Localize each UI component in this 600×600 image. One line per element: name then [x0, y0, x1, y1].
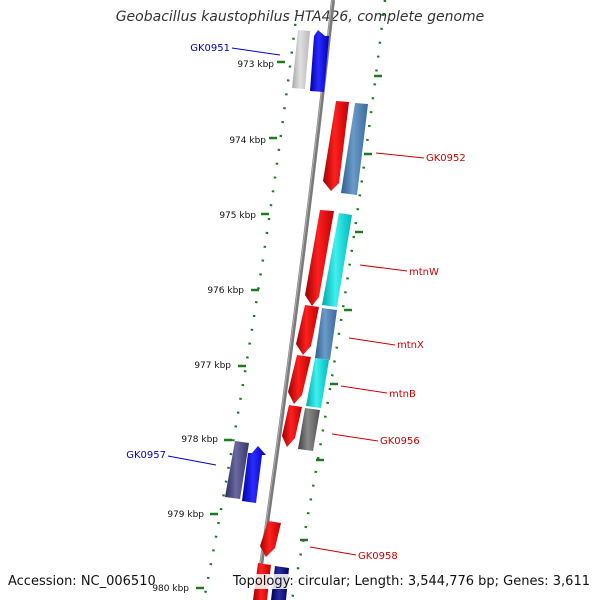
gene-arrow-gk0957-companion[interactable] [225, 441, 249, 499]
ruler-label: 978 kbp [181, 435, 218, 445]
gene-arrow-gk0952[interactable] [341, 103, 368, 195]
gene-arrow-mtnb-companion[interactable] [288, 355, 311, 404]
gene-arrow-gk0951[interactable] [310, 30, 329, 92]
gene-label-gk0958[interactable]: GK0958 [358, 551, 398, 562]
ruler-label: 977 kbp [194, 361, 231, 371]
ruler-label: 980 kbp [152, 584, 189, 594]
gene-arrow-gk0952-companion[interactable] [323, 101, 349, 191]
gene-arrow-gk0951-companion[interactable] [292, 30, 310, 89]
leader-mtnw [359, 264, 408, 272]
ruler-label: 976 kbp [207, 286, 244, 296]
leader-gk0957 [167, 455, 217, 466]
gene-leaders [167, 47, 425, 556]
gene-arrow-mtnb[interactable] [306, 358, 329, 408]
ruler-label: 979 kbp [167, 510, 204, 520]
gene-label-gk0957[interactable]: GK0957 [126, 450, 166, 461]
gene-features [225, 30, 368, 600]
gene-label-gk0956[interactable]: GK0956 [380, 436, 420, 447]
gene-arrow-gk0956[interactable] [298, 408, 320, 451]
accession-text: Accession: NC_006510 [8, 574, 156, 589]
gene-arrow-mtnx-companion[interactable] [296, 305, 319, 355]
genome-summary-text: Topology: circular; Length: 3,544,776 bp… [230, 574, 592, 589]
ruler-label: 975 kbp [219, 211, 256, 221]
ruler-labels: 973 kbp 974 kbp 975 kbp 976 kbp 977 kbp … [152, 60, 274, 594]
outer-ruler-arc [290, 0, 387, 600]
leader-gk0952 [375, 152, 425, 159]
map-title: Geobacillus kaustophilus HTA426, complet… [115, 9, 485, 25]
leader-mtnb [340, 385, 388, 394]
ruler-label: 974 kbp [229, 136, 266, 146]
leader-mtnx [348, 337, 396, 346]
gene-labels: GK0951 GK0952 mtnW mtnX mtnB GK0956 GK09… [126, 43, 466, 562]
gene-label-mtnw[interactable]: mtnW [409, 267, 439, 278]
gene-label-gk0951[interactable]: GK0951 [190, 43, 230, 54]
gene-label-mtnb[interactable]: mtnB [389, 389, 416, 400]
gene-arrow-gk0956-companion[interactable] [282, 405, 302, 447]
gene-label-gk0952[interactable]: GK0952 [426, 153, 466, 164]
inner-ruler-arc [202, 9, 299, 600]
gene-label-mtnx[interactable]: mtnX [397, 340, 424, 351]
gene-arrow-gk0958[interactable] [260, 521, 281, 557]
gene-arrow-mtnw[interactable] [322, 213, 352, 307]
ruler-label: 973 kbp [237, 60, 274, 70]
leader-gk0958 [309, 546, 357, 556]
gene-arrow-mtnw-companion[interactable] [305, 210, 334, 306]
ruler-ticks [196, 60, 382, 590]
leader-gk0956 [331, 433, 379, 442]
gene-arrow-gk0957[interactable] [242, 446, 266, 503]
gene-arrow-mtnx[interactable] [315, 308, 337, 360]
leader-gk0951 [231, 47, 281, 56]
